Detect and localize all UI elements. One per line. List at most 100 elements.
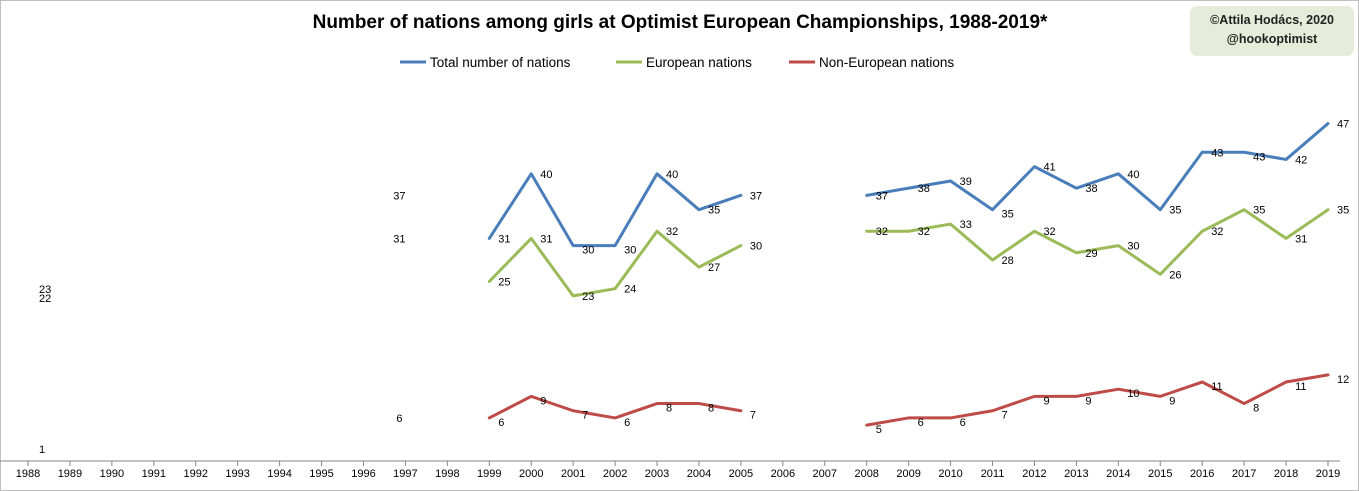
credit-box: ©Attila Hodács, 2020 @hookoptimist: [1190, 6, 1354, 56]
data-label: 26: [1169, 269, 1181, 281]
data-label: 31: [540, 233, 552, 245]
series-line: [865, 122, 1330, 212]
x-tick-label: 2013: [1064, 468, 1088, 480]
x-tick-label: 2017: [1232, 468, 1256, 480]
data-label: 32: [918, 226, 930, 238]
x-tick-label: 1993: [225, 468, 249, 480]
data-label: 35: [1253, 205, 1265, 217]
x-tick-label: 1988: [16, 468, 40, 480]
credit-handle: @hookoptimist: [1226, 32, 1318, 46]
data-label: 31: [1295, 233, 1307, 245]
data-label: 35: [1002, 209, 1014, 221]
x-tick-label: 2003: [645, 468, 669, 480]
x-tick-label: 1995: [309, 468, 333, 480]
series-line: [865, 208, 1330, 276]
x-tick-label: 2015: [1148, 468, 1172, 480]
x-tick-label: 2009: [896, 468, 920, 480]
data-label: 29: [1085, 248, 1097, 260]
legend: Total number of nations European nations N…: [400, 55, 954, 70]
x-tick-label: 2006: [771, 468, 795, 480]
x-tick-label: 2000: [519, 468, 543, 480]
data-label: 5: [876, 424, 882, 436]
x-tick-label: 1991: [142, 468, 166, 480]
data-label: 8: [708, 403, 714, 415]
data-label: 6: [498, 417, 504, 429]
data-label: 43: [1253, 151, 1265, 163]
data-label: 31: [498, 233, 510, 245]
data-label: 24: [624, 284, 636, 296]
x-tick-label: 2016: [1190, 468, 1214, 480]
data-label: 9: [1169, 395, 1175, 407]
data-label: 33: [960, 219, 972, 231]
x-tick-label: 1998: [435, 468, 459, 480]
data-label: 37: [393, 190, 405, 202]
chart-title: Number of nations among girls at Optimis…: [312, 12, 1048, 33]
data-label: 7: [750, 410, 756, 422]
data-label: 28: [1002, 255, 1014, 267]
data-label: 37: [876, 190, 888, 202]
x-tick-label: 2014: [1106, 468, 1130, 480]
data-label: 9: [1043, 395, 1049, 407]
data-label: 35: [708, 205, 720, 217]
x-tick-label: 2010: [938, 468, 962, 480]
x-tick-label: 2007: [813, 468, 837, 480]
data-label: 22: [39, 293, 51, 305]
data-label: 32: [1043, 226, 1055, 238]
legend-entry: Non-European nations: [819, 55, 954, 70]
x-tick-label: 2005: [729, 468, 753, 480]
x-tick-label: 2019: [1316, 468, 1340, 480]
data-label: 37: [750, 190, 762, 202]
x-tick-label: 1994: [267, 468, 291, 480]
data-label: 30: [582, 245, 594, 257]
data-label: 42: [1295, 154, 1307, 166]
data-label: 40: [666, 169, 678, 181]
data-label: 1: [39, 444, 45, 456]
x-tick-label: 2018: [1274, 468, 1298, 480]
data-label: 30: [750, 241, 762, 253]
x-tick-label: 2011: [981, 468, 1005, 480]
x-tick-label: 1996: [351, 468, 375, 480]
data-label: 6: [918, 417, 924, 429]
data-label: 11: [1295, 381, 1306, 393]
data-label: 30: [624, 245, 636, 257]
legend-entry: European nations: [646, 55, 752, 70]
data-label: 23: [582, 291, 594, 303]
data-label: 8: [1253, 403, 1259, 415]
data-label: 9: [540, 395, 546, 407]
data-label: 40: [1127, 169, 1139, 181]
data-label: 32: [876, 226, 888, 238]
legend-entry: Total number of nations: [430, 55, 571, 70]
x-tick-label: 2002: [603, 468, 627, 480]
data-label: 7: [582, 410, 588, 422]
data-label: 12: [1337, 374, 1349, 386]
data-label: 32: [1211, 226, 1223, 238]
series-line: [487, 172, 743, 248]
data-label: 8: [666, 403, 672, 415]
data-label: 6: [396, 413, 402, 425]
x-tick-label: 1997: [393, 468, 417, 480]
x-tick-label: 2008: [854, 468, 878, 480]
data-label: 43: [1211, 147, 1223, 159]
credit-author: ©Attila Hodács, 2020: [1210, 13, 1334, 27]
data-label: 39: [960, 176, 972, 188]
x-tick-label: 2001: [561, 468, 585, 480]
series-line: [487, 229, 743, 298]
data-label: 47: [1337, 119, 1349, 131]
data-labels: 23 37 31 40 30 30 40 35 37 37 38 39 35 41 38 40 35 43 43 42…: [39, 119, 1349, 456]
data-label: 38: [918, 183, 930, 195]
x-tick-label: 1989: [58, 468, 82, 480]
data-label: 41: [1043, 162, 1055, 174]
x-tick-label: 2004: [687, 468, 711, 480]
x-axis: 1988 1989 1990 1991 1992 1993 1994 1995 1996 1997…: [0, 460, 1340, 480]
series-line: [487, 394, 743, 420]
data-label: 25: [498, 277, 510, 289]
x-tick-label: 1992: [183, 468, 207, 480]
data-label: 31: [393, 233, 405, 245]
data-label: 23: [39, 284, 51, 296]
data-label: 7: [1002, 410, 1008, 422]
data-label: 9: [1085, 395, 1091, 407]
series-line: [865, 373, 1330, 427]
series-lines: [487, 122, 1330, 427]
data-label: 10: [1127, 388, 1139, 400]
